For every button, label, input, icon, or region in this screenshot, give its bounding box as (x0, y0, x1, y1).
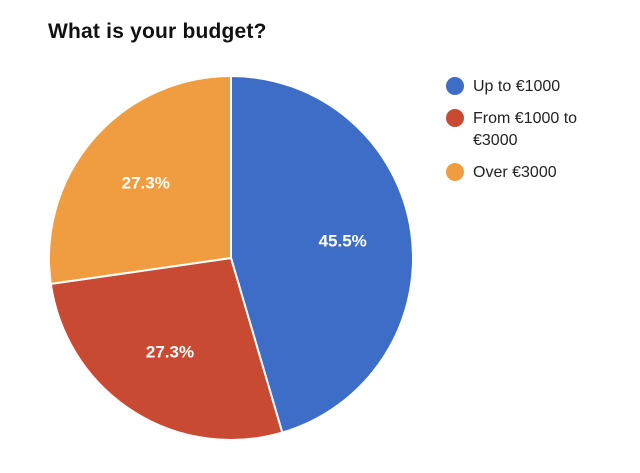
pie-slice-1[interactable] (49, 256, 284, 441)
pie-slice-label-2: 27.3% (122, 174, 170, 193)
legend-label-up-to-1000: Up to €1000 (473, 78, 561, 95)
chart-title: What is your budget? (48, 20, 267, 43)
legend-swatch-up-to-1000 (446, 77, 464, 95)
legend-label-over-3000: Over €3000 (473, 164, 557, 181)
legend-item-over-3000[interactable]: Over €3000 (446, 162, 626, 184)
legend-swatch-1000-to-3000 (446, 109, 464, 127)
pie-slice-label-1: 27.3% (146, 342, 194, 361)
legend-label-1000-to-3000: From €1000 to €3000 (473, 110, 578, 149)
legend-swatch-over-3000 (446, 163, 464, 181)
legend-item-1000-to-3000[interactable]: From €1000 to €3000 (446, 108, 626, 152)
legend-item-up-to-1000[interactable]: Up to €1000 (446, 76, 626, 98)
pie-slice-0[interactable] (230, 74, 414, 434)
pie-slice-2[interactable] (48, 74, 232, 286)
pie-slice-label-0: 45.5% (319, 231, 367, 250)
legend: Up to €1000 From €1000 to €3000 Over €30… (446, 76, 626, 194)
